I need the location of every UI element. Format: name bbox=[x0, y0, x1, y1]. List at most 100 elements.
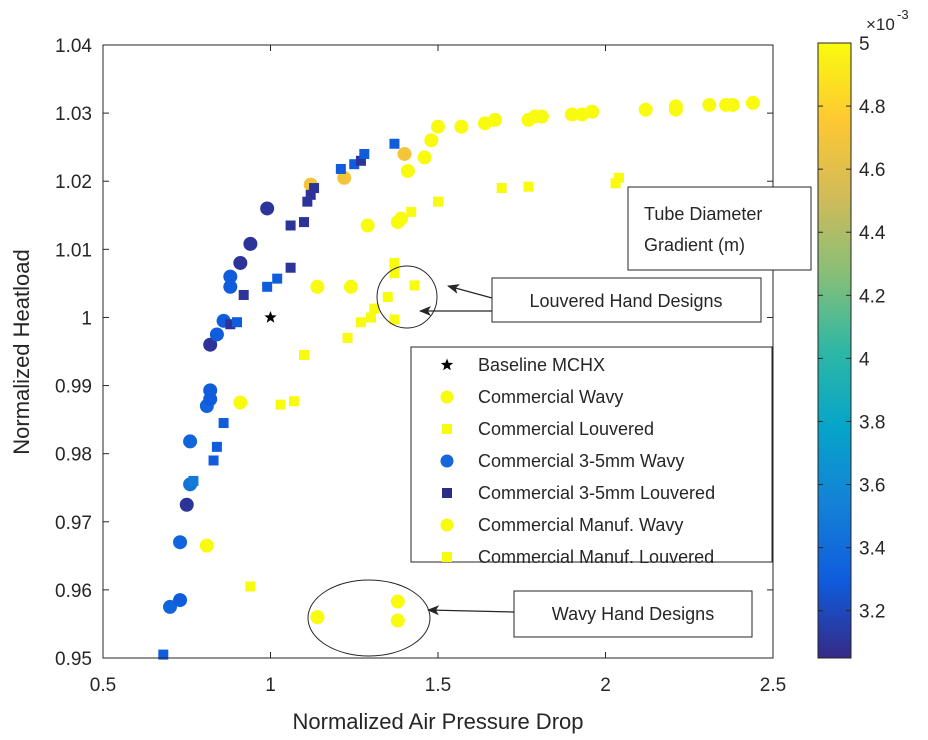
data-point bbox=[335, 163, 346, 174]
data-point bbox=[397, 146, 412, 161]
series-1 bbox=[199, 95, 760, 553]
colorbar-label-frame bbox=[627, 186, 812, 271]
data-point bbox=[163, 599, 177, 614]
data-point bbox=[390, 613, 405, 628]
data-point bbox=[158, 649, 169, 660]
data-point bbox=[610, 178, 621, 189]
y-tick-label: 1.02 bbox=[55, 172, 92, 193]
legend-marker bbox=[442, 488, 452, 498]
data-point bbox=[613, 172, 624, 183]
colorbar-tick-label: 3.4 bbox=[859, 539, 886, 560]
data-point bbox=[417, 150, 432, 165]
x-tick-label: 2 bbox=[600, 675, 611, 696]
y-axis-label: Normalized Heatload bbox=[9, 249, 34, 454]
data-point bbox=[454, 119, 469, 134]
y-tick-label: 0.96 bbox=[55, 581, 92, 602]
data-point bbox=[394, 211, 409, 226]
data-point bbox=[523, 181, 534, 192]
data-point bbox=[382, 292, 393, 303]
data-point bbox=[299, 349, 309, 360]
legend-marker bbox=[440, 358, 454, 371]
data-point bbox=[668, 99, 683, 114]
data-point bbox=[232, 317, 242, 328]
data-point bbox=[389, 138, 400, 149]
colorbar-label-line-2: Gradient (m) bbox=[644, 235, 745, 255]
legend-label: Baseline MCHX bbox=[478, 355, 605, 375]
x-tick-label: 1.5 bbox=[425, 675, 451, 696]
data-point bbox=[272, 273, 283, 284]
louvered-hand-box bbox=[491, 277, 762, 323]
data-point bbox=[179, 497, 194, 512]
y-tick-label: 1.04 bbox=[55, 36, 92, 57]
colorbar-tick-label: 3.8 bbox=[859, 412, 885, 433]
data-point bbox=[209, 327, 224, 342]
colorbar-tick-label: 3.6 bbox=[859, 476, 885, 497]
data-point bbox=[389, 257, 400, 268]
legend-box bbox=[410, 346, 773, 563]
legend-marker bbox=[442, 424, 452, 434]
y-tick-label: 0.95 bbox=[55, 649, 92, 670]
data-point bbox=[288, 396, 299, 407]
x-tick-label: 2.5 bbox=[760, 675, 786, 696]
colorbar-exponent-base: ×10 bbox=[866, 15, 895, 34]
data-point bbox=[389, 268, 400, 279]
colorbar-tick-label: 5 bbox=[859, 34, 870, 55]
wavy-hand-label: Wavy Hand Designs bbox=[552, 604, 714, 624]
data-point bbox=[355, 317, 366, 328]
data-point bbox=[233, 255, 248, 270]
colorbar-tick-label: 4 bbox=[859, 349, 870, 370]
legend-label: Commercial Louvered bbox=[478, 419, 654, 439]
x-tick-label: 0.5 bbox=[90, 675, 116, 696]
data-point bbox=[208, 455, 219, 466]
data-point bbox=[262, 281, 273, 292]
data-point bbox=[390, 594, 405, 609]
data-point bbox=[245, 581, 256, 592]
x-tick-label: 1 bbox=[265, 675, 276, 696]
data-point bbox=[223, 279, 238, 294]
legend-label: Commercial 3-5mm Wavy bbox=[478, 451, 684, 471]
legend-label: Commercial Wavy bbox=[478, 387, 623, 407]
data-point bbox=[585, 104, 600, 119]
series-0 bbox=[264, 310, 277, 323]
data-point bbox=[305, 189, 316, 200]
data-point bbox=[702, 97, 717, 112]
louvered-hand-annotation: Louvered Hand Designs bbox=[376, 265, 762, 329]
data-point bbox=[355, 155, 366, 166]
data-point bbox=[389, 314, 400, 325]
colorbar-tick-label: 4.6 bbox=[859, 160, 885, 181]
data-point bbox=[173, 593, 188, 608]
legend-marker bbox=[442, 552, 452, 562]
data-point bbox=[183, 434, 198, 449]
data-point bbox=[406, 206, 417, 217]
colorbar-label-line-1: Tube Diameter bbox=[644, 204, 762, 224]
data-point bbox=[310, 279, 325, 294]
wavy-hand-annotation: Wavy Hand Designs bbox=[307, 579, 753, 657]
louvered-hand-label: Louvered Hand Designs bbox=[529, 291, 722, 311]
data-point bbox=[745, 95, 760, 110]
colorbar-tick-label: 4.2 bbox=[859, 286, 885, 307]
colorbar: 3.2 3.4 3.6 3.8 4 4.2 4.4 4.6 4.8 5 ×10 -3 bbox=[817, 7, 909, 659]
data-point bbox=[369, 303, 380, 314]
data-point bbox=[337, 170, 352, 185]
colorbar-tick-label: 4.8 bbox=[859, 97, 885, 118]
data-point bbox=[275, 399, 286, 410]
colorbar-tick-label: 4.4 bbox=[859, 223, 886, 244]
data-point bbox=[211, 441, 222, 452]
data-point bbox=[310, 610, 325, 625]
data-point bbox=[233, 395, 248, 410]
series-4 bbox=[158, 138, 400, 660]
data-point bbox=[487, 112, 502, 127]
data-point bbox=[243, 236, 258, 251]
legend-marker bbox=[440, 518, 454, 532]
legend-label: Commercial 3-5mm Louvered bbox=[478, 483, 715, 503]
data-point bbox=[342, 332, 353, 343]
data-point bbox=[225, 319, 236, 330]
data-point bbox=[496, 183, 507, 194]
series-2 bbox=[245, 172, 624, 592]
data-point bbox=[299, 217, 309, 228]
data-point bbox=[349, 159, 360, 170]
wavy-hand-box bbox=[513, 590, 753, 638]
data-point bbox=[203, 337, 218, 352]
data-point bbox=[203, 383, 218, 398]
data-point bbox=[565, 107, 579, 122]
